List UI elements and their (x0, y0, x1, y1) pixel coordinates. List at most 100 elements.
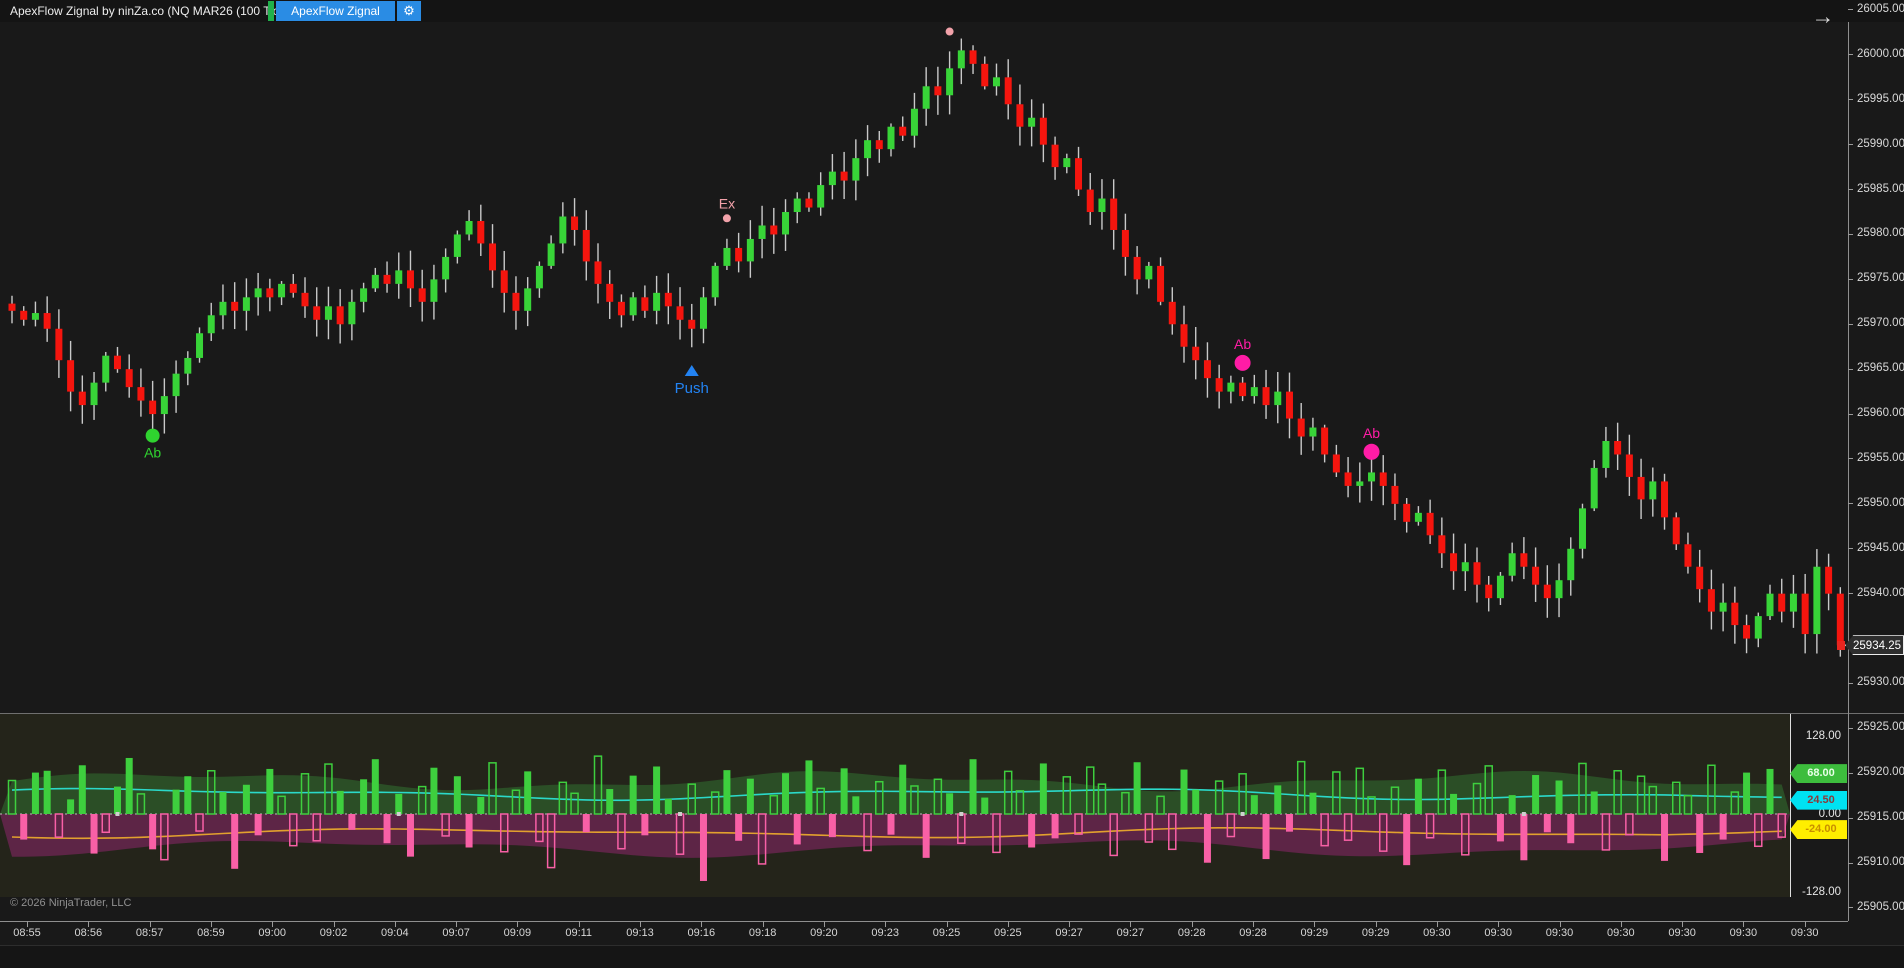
oscillator-bar (992, 813, 1001, 854)
indicator-axis[interactable]: 128.00 0.00 -128.00 68.00 24.50 -24.00 (1790, 714, 1848, 921)
oscillator-bar (629, 775, 637, 814)
oscillator-bar (1696, 814, 1704, 853)
candle (1157, 265, 1165, 302)
oscillator-bar (757, 813, 767, 865)
oscillator-bar (782, 773, 790, 814)
candle (1250, 387, 1258, 397)
oscillator-bar (336, 790, 344, 814)
candle (864, 140, 872, 159)
oscillator-bar (863, 813, 872, 852)
oscillator-bar (348, 814, 356, 830)
oscillator-bar (1285, 814, 1293, 832)
oscillator-bar (1121, 791, 1130, 815)
candle (1637, 476, 1645, 500)
candle (1543, 584, 1551, 599)
indicator-scale-label: -128.00 (1801, 885, 1841, 898)
candle (547, 243, 555, 266)
time-axis-tick (1253, 921, 1254, 927)
oscillator-bar (969, 759, 977, 814)
oscillator-bar (441, 813, 450, 837)
oscillator-bar (300, 773, 310, 815)
price-axis-label: 25940.00 (1857, 586, 1904, 599)
oscillator-bar (1743, 772, 1751, 814)
candle (1825, 566, 1833, 594)
candle (735, 247, 743, 262)
svg-text:Ex: Ex (719, 195, 735, 211)
candle (875, 140, 883, 150)
candle (231, 301, 239, 311)
scroll-to-latest-arrow-icon[interactable]: → (1811, 3, 1835, 29)
oscillator-bar (1192, 789, 1200, 814)
candle (266, 288, 274, 298)
indicator-panel-canvas[interactable] (0, 714, 1790, 897)
candle (1145, 265, 1153, 280)
candle (1004, 77, 1012, 105)
candle (1203, 360, 1211, 379)
candle (1754, 616, 1762, 639)
price-axis[interactable]: 26005.00 26000.00 25995.00 25990.00 25985.00… (1848, 0, 1904, 921)
oscillator-bar (699, 814, 707, 881)
gear-icon[interactable]: ⚙ (397, 1, 421, 21)
candle (1649, 481, 1657, 500)
candle (442, 256, 450, 280)
candle (782, 212, 790, 235)
oscillator-bar (231, 814, 239, 869)
candle (500, 270, 508, 293)
candle (606, 283, 614, 302)
candle (1438, 535, 1446, 554)
candle (887, 126, 895, 150)
price-axis-label: 25985.00 (1857, 182, 1904, 195)
oscillator-bar (558, 781, 568, 815)
candle (617, 301, 625, 316)
candle (1496, 575, 1504, 599)
oscillator-bar (1403, 814, 1411, 866)
candle (1262, 387, 1270, 406)
candle (1461, 562, 1469, 572)
oscillator-bar (1601, 813, 1611, 851)
oscillator-bar (1777, 813, 1786, 838)
oscillator-bar (981, 797, 989, 814)
oscillator-bar (852, 796, 860, 814)
time-axis-label: 09:18 (748, 927, 777, 939)
oscillator-bar (395, 793, 403, 814)
time-axis-tick (578, 921, 580, 927)
price-axis-tick (1848, 458, 1853, 460)
candle (360, 288, 368, 302)
apexflow-zignal-button[interactable]: ApexFlow Zignal (276, 1, 395, 21)
candle (137, 387, 145, 401)
oscillator-bar (54, 813, 64, 838)
time-axis-tick (1314, 921, 1316, 927)
oscillator-bar (1367, 796, 1376, 815)
time-axis-tick (1436, 921, 1438, 927)
time-axis-label: 09:30 (1729, 927, 1758, 939)
candle (1450, 553, 1458, 572)
time-axis-label: 09:13 (626, 927, 654, 939)
price-axis-tick (1848, 413, 1853, 415)
candle (1555, 580, 1563, 599)
price-chart-canvas[interactable]: AbPushExExAbAb (0, 0, 1848, 713)
panel-separator-line (0, 713, 1904, 714)
candle (313, 306, 321, 320)
time-axis[interactable]: 08:55 08:56 08:57 08:59 09:00 09:02 09:04 09:07… (0, 896, 1848, 945)
oscillator-bar (1168, 813, 1177, 851)
oscillator-bar (113, 786, 121, 814)
price-axis-label: 26000.00 (1857, 47, 1904, 60)
oscillator-bar (360, 779, 368, 814)
oscillator-bar (828, 814, 836, 838)
candle (1016, 104, 1024, 127)
oscillator-bar (206, 770, 216, 815)
time-axis-label: 09:27 (1116, 927, 1145, 939)
oscillator-bar (1730, 791, 1740, 815)
time-axis-tick (640, 921, 641, 927)
svg-text:Ab: Ab (1234, 336, 1251, 352)
candle (43, 313, 51, 329)
oscillator-bar (1274, 785, 1282, 814)
candle (817, 185, 825, 208)
candle (559, 216, 567, 244)
candle (992, 77, 1000, 87)
oscillator-bar (371, 759, 379, 814)
price-axis-tick (1848, 99, 1853, 101)
oscillator-bar (312, 813, 321, 842)
oscillator-bar (1520, 814, 1528, 861)
time-axis-tick (1007, 921, 1009, 927)
